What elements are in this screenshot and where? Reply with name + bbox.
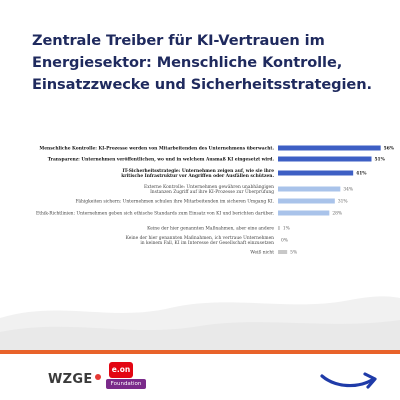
category-label: Keine der hier genannten Maßnahmen, ich … bbox=[126, 236, 275, 246]
category-label: Transparenz: Unternehmen veröffentlichen… bbox=[48, 158, 275, 163]
bar-chart: Menschliche Kontrolle: KI-Prozesse werde… bbox=[36, 145, 395, 256]
bar bbox=[278, 250, 288, 254]
value-label: 28% bbox=[332, 212, 342, 217]
category-label: Fähigkeiten sichern: Unternehmen schulen… bbox=[76, 200, 274, 205]
bars bbox=[278, 145, 381, 254]
bar bbox=[278, 170, 354, 176]
wzge-logo-dot-icon bbox=[95, 374, 101, 380]
foundation-badge: Foundation bbox=[106, 379, 146, 389]
category-label: Ethik-Richtlinien: Unternehmen geben sic… bbox=[36, 212, 274, 217]
footer: WZGE e.on Foundation bbox=[0, 350, 400, 400]
category-label: Weiß nicht bbox=[250, 251, 274, 256]
category-labels: Menschliche Kontrolle: KI-Prozesse werde… bbox=[36, 147, 274, 256]
footer-divider bbox=[0, 350, 400, 354]
value-label: 34% bbox=[343, 188, 353, 193]
category-label: Menschliche Kontrolle: KI-Prozesse werde… bbox=[39, 147, 274, 152]
value-label: 51% bbox=[375, 158, 386, 163]
bar bbox=[278, 226, 280, 230]
value-label: 41% bbox=[356, 172, 367, 177]
bar bbox=[278, 145, 381, 151]
value-labels: 56% 51% 41% 34% 31% 28% 1% 0% 5% bbox=[281, 147, 395, 256]
next-arrow-icon[interactable] bbox=[318, 368, 382, 392]
category-label: Keine der hier genannten Maßnahmen, aber… bbox=[147, 227, 274, 232]
value-label: 1% bbox=[283, 227, 290, 232]
value-label: 5% bbox=[290, 251, 297, 256]
eon-logo: e.on bbox=[109, 362, 133, 378]
page-title: Zentrale Treiber für KI-Vertrauen im Ene… bbox=[32, 32, 372, 93]
category-label: IT-Sicherheitsstrategie: Unternehmen zei… bbox=[121, 169, 274, 179]
bar bbox=[278, 198, 335, 204]
bar bbox=[278, 156, 372, 162]
value-label: 56% bbox=[384, 147, 395, 152]
wzge-logo: WZGE bbox=[48, 372, 93, 387]
bar bbox=[278, 210, 330, 216]
category-label: Externe Kontrolle: Unternehmen gewähren … bbox=[144, 185, 274, 195]
value-label: 31% bbox=[338, 200, 348, 205]
bar bbox=[278, 186, 341, 192]
value-label: 0% bbox=[281, 239, 288, 244]
